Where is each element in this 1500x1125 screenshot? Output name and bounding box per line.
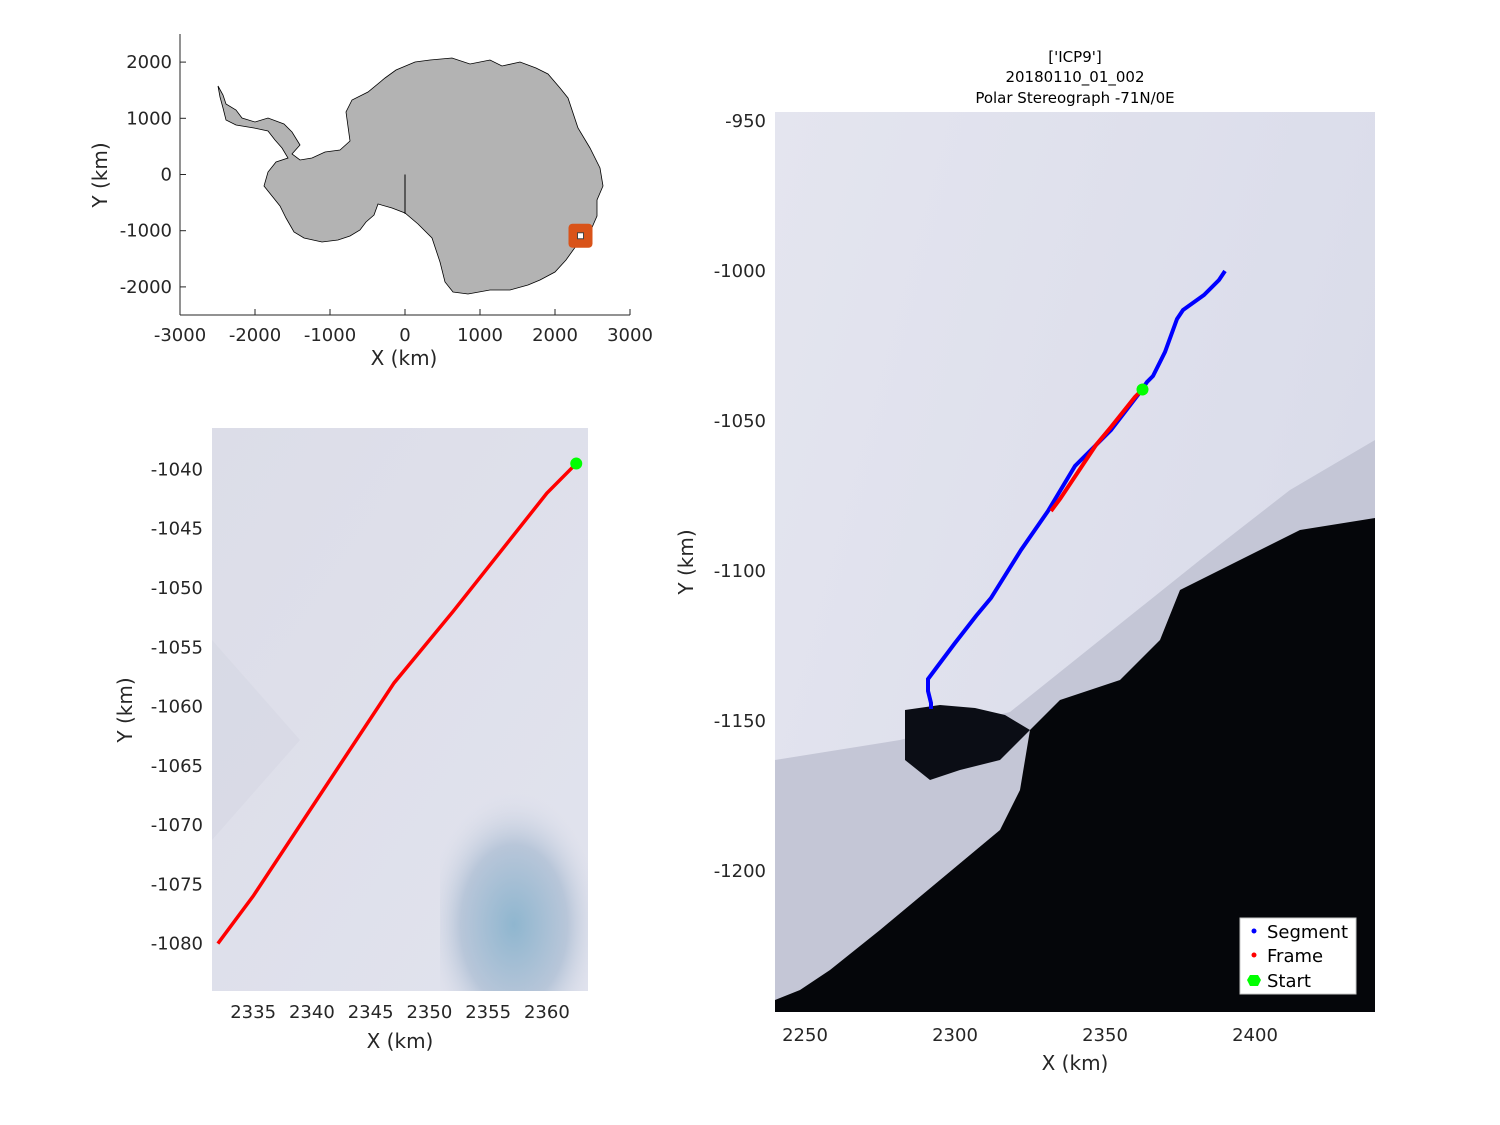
title-line-3: Polar Stereograph -71N/0E bbox=[975, 89, 1174, 107]
title-line-1: ['ICP9'] bbox=[1048, 48, 1101, 66]
y-tick-label: 1000 bbox=[126, 108, 172, 129]
frame-zoom-shade bbox=[212, 640, 300, 840]
open-water-embayment bbox=[905, 705, 1030, 780]
title-line-2: 20180110_01_002 bbox=[1005, 68, 1144, 87]
segment-xlabel: X (km) bbox=[1042, 1051, 1109, 1075]
y-tick-label: -1100 bbox=[714, 561, 766, 582]
legend-segment-label: Segment bbox=[1267, 922, 1348, 943]
x-tick-label: 2360 bbox=[524, 1002, 570, 1023]
x-tick-label: 2345 bbox=[348, 1002, 394, 1023]
y-tick-label: 2000 bbox=[126, 52, 172, 73]
y-tick-label: -1050 bbox=[151, 578, 203, 599]
y-tick-label: -1000 bbox=[120, 221, 172, 242]
x-tick-label: 2400 bbox=[1232, 1025, 1278, 1046]
overview-ylabel: Y (km) bbox=[88, 142, 112, 208]
frame-line bbox=[216, 462, 578, 945]
x-tick-label: 2355 bbox=[465, 1002, 511, 1023]
x-tick-label: 2340 bbox=[289, 1002, 335, 1023]
y-tick-label: -1060 bbox=[151, 697, 203, 718]
x-tick-label: 2250 bbox=[782, 1025, 828, 1046]
y-tick-label: -1150 bbox=[714, 711, 766, 732]
start-marker bbox=[1136, 383, 1149, 396]
legend-start-marker bbox=[1247, 975, 1261, 986]
x-tick-label: 0 bbox=[399, 325, 410, 346]
x-tick-label: 1000 bbox=[457, 325, 503, 346]
x-tick-label: 2350 bbox=[406, 1002, 452, 1023]
frame-line bbox=[1049, 388, 1144, 513]
x-tick-label: -1000 bbox=[304, 325, 356, 346]
x-tick-label: 2000 bbox=[532, 325, 578, 346]
x-tick-label: 2335 bbox=[230, 1002, 276, 1023]
antarctica-landmass bbox=[217, 57, 604, 295]
y-tick-label: -1080 bbox=[151, 934, 203, 955]
x-tick-label: -2000 bbox=[229, 325, 281, 346]
legend-frame-label: Frame bbox=[1267, 946, 1323, 967]
y-tick-label: -1075 bbox=[151, 874, 203, 895]
x-tick-label: 2350 bbox=[1082, 1025, 1128, 1046]
x-tick-label: 2300 bbox=[932, 1025, 978, 1046]
legend: Segment Frame Start bbox=[1239, 917, 1357, 995]
y-tick-label: -2000 bbox=[120, 277, 172, 298]
location-marker-inner bbox=[577, 232, 584, 240]
open-ocean-region bbox=[775, 518, 1375, 1012]
segment-map-axes: 2250 2300 2350 2400 -950 -1000 -1050 -1100 -1150… bbox=[714, 111, 1278, 1046]
x-tick-label: 3000 bbox=[607, 325, 653, 346]
y-tick-label: -1040 bbox=[151, 459, 203, 480]
zoom-xlabel: X (km) bbox=[367, 1029, 434, 1053]
legend-frame-marker bbox=[1251, 952, 1257, 958]
legend-start-label: Start bbox=[1267, 971, 1311, 992]
y-tick-label: -1055 bbox=[151, 637, 203, 658]
y-tick-label: -1050 bbox=[714, 411, 766, 432]
y-tick-label: 0 bbox=[161, 165, 172, 186]
y-tick-label: -1200 bbox=[714, 861, 766, 882]
segment-map-plot bbox=[926, 269, 1227, 709]
y-tick-label: -950 bbox=[725, 111, 766, 132]
frame-zoom-axes: 2335 2340 2345 2350 2355 2360 -1040 -1045 -1050 -… bbox=[151, 459, 570, 1023]
y-tick-label: -1070 bbox=[151, 815, 203, 836]
zoom-ylabel: Y (km) bbox=[113, 677, 137, 743]
start-marker bbox=[570, 457, 583, 470]
frame-zoom-crevasse-field bbox=[440, 770, 588, 991]
overview-xlabel: X (km) bbox=[371, 346, 438, 370]
x-tick-label: -3000 bbox=[154, 325, 206, 346]
y-tick-label: -1045 bbox=[151, 519, 203, 540]
y-tick-label: -1065 bbox=[151, 756, 203, 777]
y-tick-label: -1000 bbox=[714, 261, 766, 282]
legend-segment-marker bbox=[1251, 928, 1257, 934]
frame-zoom-plot bbox=[216, 457, 583, 945]
segment-ylabel: Y (km) bbox=[674, 529, 698, 595]
overview-axes: -3000 -2000 -1000 0 1000 2000 3000 2000 1000 0 -10… bbox=[120, 34, 653, 346]
